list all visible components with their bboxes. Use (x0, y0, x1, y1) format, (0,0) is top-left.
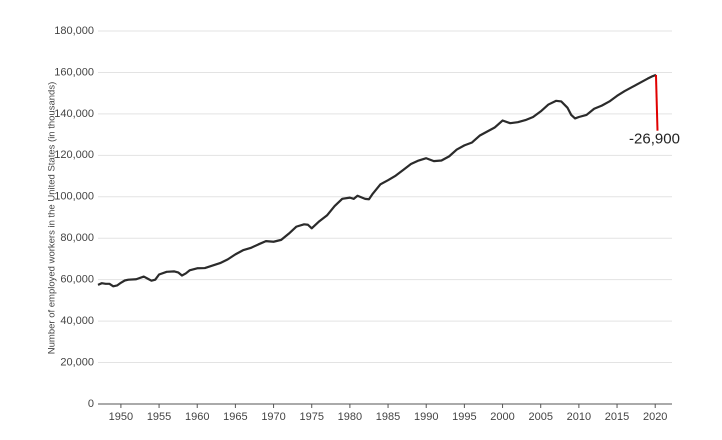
y-tick-label: 40,000 (60, 315, 94, 327)
x-tick-label: 1975 (299, 411, 323, 423)
x-tick-label: 2005 (528, 411, 552, 423)
x-tick-label: 1980 (338, 411, 362, 423)
x-tick-label: 1985 (376, 411, 400, 423)
x-tick-label: 1950 (109, 411, 133, 423)
line-series (654, 74, 659, 131)
x-tick-label: 2015 (605, 411, 629, 423)
y-axis-label: Number of employed workers in the United… (47, 82, 58, 354)
y-tick-label: 140,000 (54, 108, 94, 120)
line-series (97, 73, 657, 288)
y-tick-label: 60,000 (60, 274, 94, 286)
x-tick-label: 2020 (643, 411, 667, 423)
y-tick-label: 120,000 (54, 149, 94, 161)
y-tick-label: 160,000 (54, 66, 94, 78)
x-tick-label: 1990 (414, 411, 438, 423)
y-tick-label: 80,000 (60, 232, 94, 244)
y-tick-label: 20,000 (60, 356, 94, 368)
y-tick-label: 100,000 (54, 191, 94, 203)
x-tick-label: 2000 (490, 411, 514, 423)
x-tick-label: 1970 (261, 411, 285, 423)
x-tick-label: 1960 (185, 411, 209, 423)
y-tick-label: 0 (88, 398, 94, 410)
x-tick-label: 1965 (223, 411, 247, 423)
annotation: -26,900 (629, 131, 680, 148)
x-tick-label: 1995 (452, 411, 476, 423)
x-tick-label: 2010 (567, 411, 591, 423)
y-tick-label: 180,000 (54, 25, 94, 37)
x-tick-label: 1955 (147, 411, 171, 423)
